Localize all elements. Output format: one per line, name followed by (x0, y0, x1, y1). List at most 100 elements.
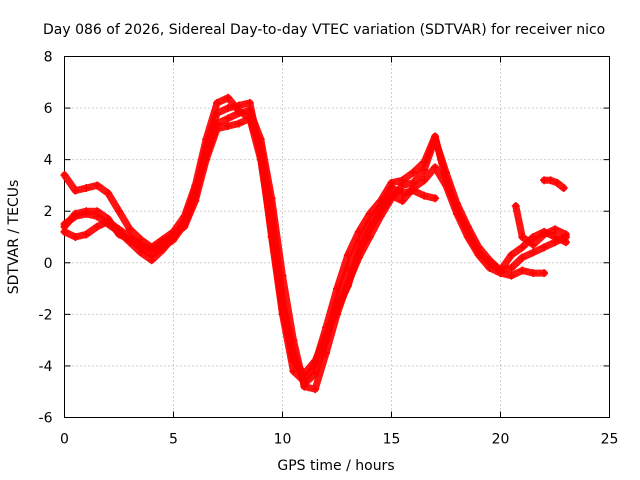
data-point (224, 93, 232, 102)
x-tick-label: 10 (274, 432, 292, 448)
plot-frame (64, 56, 610, 418)
data-point (518, 233, 527, 241)
data-point (546, 176, 555, 185)
data-point (551, 233, 559, 241)
data-point (71, 186, 80, 195)
y-tick-label: -2 (39, 307, 53, 323)
data-point (71, 233, 80, 241)
data-point (300, 377, 309, 386)
data-point (553, 178, 562, 187)
data-point (452, 204, 461, 213)
data-point (234, 101, 243, 110)
x-axis-label: GPS time / hours (277, 458, 394, 474)
data-point (507, 263, 516, 272)
data-point (191, 191, 200, 200)
data-point (234, 119, 243, 128)
data-point (442, 176, 450, 185)
data-point (463, 227, 472, 236)
data-point (343, 251, 352, 260)
data-series (60, 93, 570, 394)
data-point (507, 271, 516, 280)
data-point (333, 284, 341, 293)
data-point (82, 184, 91, 193)
data-point (431, 132, 440, 141)
data-point (507, 251, 516, 260)
y-tick-label: 4 (44, 153, 53, 169)
data-point (496, 266, 505, 275)
data-point (420, 158, 429, 167)
data-point (180, 220, 189, 229)
data-point (540, 230, 549, 239)
data-point (343, 281, 352, 290)
data-point (431, 163, 440, 172)
data-point (224, 114, 232, 123)
data-point (551, 225, 559, 234)
data-point (398, 176, 407, 185)
y-tick-label: 6 (44, 101, 53, 117)
data-point (431, 194, 440, 203)
data-point (354, 227, 363, 236)
data-point (136, 243, 145, 252)
data-point (202, 142, 211, 151)
data-point (224, 104, 232, 113)
data-point (511, 202, 520, 211)
x-tick-label: 15 (383, 432, 401, 448)
data-point (322, 323, 331, 332)
data-point (365, 225, 374, 234)
data-point (474, 248, 483, 257)
data-point (398, 196, 407, 205)
data-point (376, 207, 385, 216)
data-point (518, 266, 527, 275)
y-tick-label: -6 (39, 411, 53, 427)
x-tick-label: 20 (492, 432, 510, 448)
data-point (420, 191, 429, 200)
x-tick-label: 25 (601, 432, 619, 448)
axis-ticks: 0 5 10 15 20 25 -6 -4 -2 0 2 4 6 8 (39, 50, 619, 448)
data-point (518, 253, 527, 262)
data-point (387, 191, 396, 200)
data-point (322, 349, 331, 358)
data-point (354, 248, 363, 257)
data-point (125, 235, 134, 244)
data-point (529, 248, 538, 257)
data-point (169, 235, 178, 244)
data-point (409, 168, 418, 177)
data-point (213, 98, 222, 107)
data-point (420, 176, 429, 185)
data-point (561, 238, 570, 247)
data-point (158, 243, 167, 252)
y-tick-label: 8 (44, 50, 53, 66)
data-point (93, 181, 102, 190)
data-point (60, 171, 69, 180)
y-axis-label: SDTVAR / TECUs (6, 180, 22, 295)
data-point (376, 196, 385, 205)
data-point (387, 178, 396, 187)
data-point (245, 98, 254, 107)
data-point (104, 214, 113, 223)
data-point (518, 243, 527, 252)
data-point (93, 207, 102, 216)
data-point (82, 230, 91, 239)
data-point (82, 207, 91, 216)
data-point (485, 258, 494, 267)
series-trace-6 (540, 176, 568, 192)
y-tick-label: 0 (44, 256, 53, 272)
x-tick-label: 5 (169, 432, 178, 448)
data-point (529, 269, 538, 278)
data-point (147, 251, 156, 260)
y-tick-label: -4 (39, 359, 53, 375)
data-point (409, 184, 418, 193)
data-point (540, 243, 549, 252)
y-tick-label: 2 (44, 204, 53, 220)
x-tick-label: 0 (60, 432, 69, 448)
data-point (115, 207, 123, 216)
series-trace-5 (512, 202, 570, 249)
data-point (71, 209, 80, 218)
data-point (267, 233, 276, 241)
data-point (60, 222, 69, 231)
data-point (529, 233, 538, 241)
data-point (256, 150, 265, 159)
data-point (213, 109, 222, 118)
data-point (311, 385, 320, 394)
